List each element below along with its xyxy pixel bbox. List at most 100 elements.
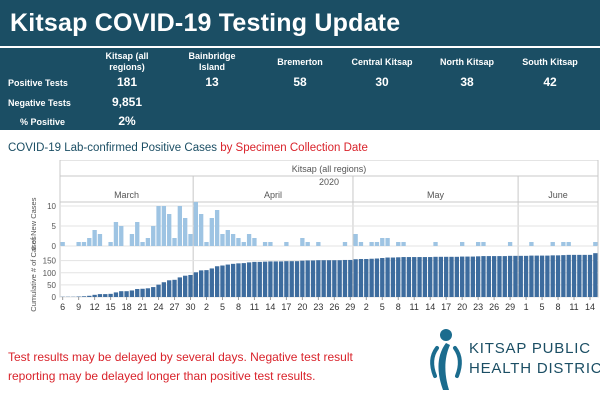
- new-cases-bar: [353, 234, 358, 246]
- cumulative-bar: [220, 265, 225, 297]
- cumulative-bar: [204, 270, 209, 297]
- cumulative-bar: [475, 256, 481, 297]
- x-tick-label: 14: [425, 302, 435, 312]
- cumulative-bar: [214, 266, 220, 297]
- cumulative-bar: [316, 260, 321, 297]
- col-header-bremerton: Bremerton: [277, 57, 323, 67]
- cumulative-bar: [507, 255, 513, 297]
- new-cases-bar: [172, 238, 177, 246]
- cumulative-bar: [97, 294, 103, 297]
- stats-table: Kitsap (all regions) Bainbridge Island B…: [0, 48, 600, 130]
- col-header-kitsap: Kitsap (all regions): [105, 51, 149, 72]
- x-tick-label: 21: [138, 302, 148, 312]
- new-cases-bar: [507, 242, 513, 246]
- new-cases-bar: [369, 242, 374, 246]
- cumulative-bar: [284, 261, 289, 297]
- cumulative-bar: [523, 255, 529, 297]
- new-cases-bar: [209, 218, 214, 246]
- row-label-percent: % Positive: [20, 117, 66, 127]
- cumulative-bar: [252, 261, 257, 297]
- cumulative-bar: [273, 261, 278, 297]
- cumulative-bar: [417, 257, 422, 297]
- x-tick-label: 29: [345, 302, 355, 312]
- x-tick-label: 24: [154, 302, 164, 312]
- new-cases-bar: [262, 242, 268, 246]
- x-tick-label: 14: [265, 302, 275, 312]
- x-tick-label: 11: [569, 302, 578, 312]
- month-label: May: [427, 190, 445, 200]
- cumulative-bar: [502, 256, 507, 297]
- new-cases-bar: [76, 242, 81, 246]
- cumulative-bar: [358, 258, 364, 297]
- cumulative-bar: [113, 292, 119, 297]
- y-tick-label: 0: [52, 242, 57, 251]
- new-cases-bar: [236, 238, 241, 246]
- new-cases-bar: [156, 206, 161, 246]
- new-cases-bar: [246, 234, 252, 246]
- new-cases-bar: [374, 242, 380, 246]
- new-cases-bar: [433, 242, 438, 246]
- cumulative-bar: [156, 284, 161, 297]
- cumulative-bar: [470, 256, 475, 297]
- cumulative-bar: [539, 255, 545, 297]
- cumulative-bar: [236, 263, 241, 297]
- x-tick-label: 9: [76, 302, 81, 312]
- cumulative-bar: [571, 254, 577, 297]
- cumulative-bar: [550, 255, 555, 297]
- cumulative-bar: [348, 259, 353, 297]
- x-tick-label: 30: [185, 302, 195, 312]
- cumulative-bar: [481, 256, 486, 297]
- cumulative-bar: [369, 258, 374, 297]
- cumulative-bar: [337, 260, 342, 297]
- cumulative-bar: [364, 258, 369, 297]
- row-label-negative: Negative Tests: [8, 98, 71, 108]
- positive-central: 30: [375, 75, 389, 89]
- new-cases-bar: [230, 234, 236, 246]
- new-cases-bar: [151, 226, 156, 246]
- new-cases-bar: [284, 242, 289, 246]
- cumulative-bar: [566, 254, 571, 297]
- new-cases-bar: [475, 242, 481, 246]
- new-cases-bar: [87, 238, 92, 246]
- cumulative-bar: [460, 256, 465, 297]
- new-cases-bar: [561, 242, 566, 246]
- x-tick-label: 23: [313, 302, 323, 312]
- cumulative-bar: [497, 256, 502, 297]
- new-cases-bar: [97, 234, 103, 246]
- new-cases-bar: [129, 234, 135, 246]
- x-tick-label: 5: [540, 302, 545, 312]
- positive-bainbridge: 13: [205, 75, 219, 89]
- cumulative-bar: [401, 257, 406, 297]
- cumulative-bar: [87, 295, 92, 297]
- new-cases-bar: [188, 234, 193, 246]
- cumulative-bar: [188, 274, 193, 297]
- new-cases-bar: [401, 242, 406, 246]
- cumulative-bar: [300, 260, 305, 297]
- cumulative-bar: [561, 255, 566, 297]
- cumulative-bar: [108, 293, 113, 297]
- y-axis-label-cumulative: Cumulative # of Cases: [29, 236, 38, 312]
- y-tick-label: 10: [47, 202, 56, 211]
- col-header-south: South Kitsap: [522, 57, 578, 67]
- new-cases-bar: [316, 242, 321, 246]
- positive-kitsap: 181: [116, 75, 138, 89]
- x-tick-label: 17: [441, 302, 451, 312]
- month-label: April: [264, 190, 282, 200]
- cumulative-bar: [92, 294, 97, 297]
- cumulative-bar: [332, 260, 337, 297]
- cumulative-bar: [326, 260, 332, 297]
- new-cases-bar: [92, 230, 97, 246]
- new-cases-bar: [385, 238, 390, 246]
- cumulative-bar: [151, 287, 156, 297]
- y-tick-label: 150: [43, 257, 57, 266]
- cumulative-bar: [103, 294, 108, 297]
- new-cases-bar: [135, 222, 140, 246]
- x-tick-label: 20: [457, 302, 467, 312]
- cumulative-bar: [438, 256, 444, 297]
- col-header-north: North Kitsap: [440, 57, 494, 67]
- new-cases-bar: [60, 242, 65, 246]
- cumulative-bar: [198, 270, 204, 297]
- percent-kitsap: 2%: [118, 114, 136, 128]
- cumulative-bar: [454, 256, 460, 297]
- cumulative-bar: [177, 277, 183, 297]
